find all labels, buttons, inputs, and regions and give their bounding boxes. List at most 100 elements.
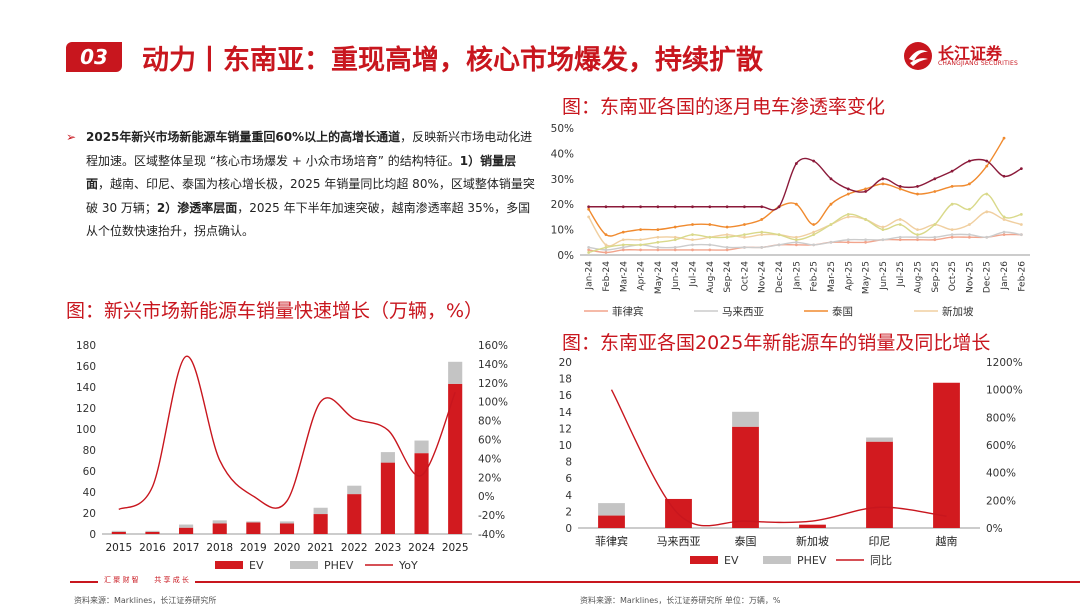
y-tick-label: 20 xyxy=(83,508,96,520)
series-point xyxy=(933,177,937,181)
series-point xyxy=(621,248,625,252)
x-tick-label: Jul-24 xyxy=(689,261,699,288)
series-point xyxy=(760,230,764,234)
x-category-label: 菲律宾 xyxy=(595,534,628,548)
x-category-label: 2025 xyxy=(442,542,469,554)
bar-phev xyxy=(380,452,395,463)
series-point xyxy=(881,177,885,181)
source-note-right: 资料来源：Marklines，长江证券研究所 单位：万辆，% xyxy=(580,596,781,605)
series-point xyxy=(950,169,954,173)
y-tick-label: 120 xyxy=(76,403,96,415)
y2-tick-label: 800% xyxy=(986,412,1016,424)
section-number-badge: 03 xyxy=(66,42,122,72)
bar-ev xyxy=(145,531,160,534)
series-point xyxy=(604,248,608,252)
x-category-label: 2021 xyxy=(307,542,334,554)
y2-tick-label: 0% xyxy=(478,491,495,503)
x-tick-label: Jun-25 xyxy=(879,261,889,291)
x-tick-label: Nov-25 xyxy=(965,261,975,293)
x-category-label: 2015 xyxy=(105,542,132,554)
series-point xyxy=(898,218,902,221)
chart-nev-sales-emerging-markets: 0 20 40 60 80 100 120 140 160 180 -40% -20% 0% 20% 40%… xyxy=(76,340,508,572)
series-point xyxy=(812,230,816,234)
series-point xyxy=(968,182,971,186)
bar-phev xyxy=(732,411,759,427)
bar-phev xyxy=(313,507,328,515)
series-point xyxy=(656,245,660,249)
series-point xyxy=(621,205,625,209)
x-tick-label: May-24 xyxy=(654,261,664,294)
series-point xyxy=(1002,233,1006,237)
bullet-bold-2: 2）渗透率层面 xyxy=(156,200,238,215)
y2-tick-label: 160% xyxy=(478,340,508,352)
footer-bar xyxy=(70,581,1080,583)
series-point xyxy=(708,235,712,239)
series-point xyxy=(794,162,798,165)
series-point xyxy=(1002,136,1006,140)
series-point xyxy=(656,235,660,239)
series-point xyxy=(829,202,833,206)
legend-swatch-ev xyxy=(690,556,718,564)
x-category-label: 2017 xyxy=(173,542,200,554)
series-point xyxy=(691,233,694,237)
series-point xyxy=(794,240,798,244)
bar-ev xyxy=(448,383,463,534)
series-point xyxy=(777,243,781,247)
series-point xyxy=(587,207,591,211)
series-point xyxy=(950,235,954,239)
legend-label-ev: EV xyxy=(724,554,739,567)
y2-tick-label: 20% xyxy=(478,472,501,484)
x-tick-label: Feb-26 xyxy=(1017,261,1027,292)
series-point xyxy=(846,192,850,196)
fig3-title: 图：东南亚各国2025年新能源车的销量及同比增长 xyxy=(562,332,991,354)
series-point xyxy=(587,245,591,249)
logo-name: 长江证券 xyxy=(938,44,1003,63)
series-point xyxy=(864,187,867,191)
y-tick-label: 20% xyxy=(551,199,574,211)
series-point xyxy=(881,228,885,231)
x-category-label: 2022 xyxy=(341,542,368,554)
x-category-label: 印尼 xyxy=(869,535,891,548)
series-point xyxy=(1002,215,1006,219)
series-point xyxy=(691,223,694,226)
logo-mark-icon xyxy=(904,42,932,70)
x-category-label: 泰国 xyxy=(735,534,757,548)
series-point xyxy=(933,238,937,242)
y2-tick-label: -40% xyxy=(478,529,505,541)
series-point xyxy=(604,245,608,249)
y-tick-label: 4 xyxy=(565,490,572,502)
company-logo: 长江证券 CHANGJIANG SECURITIES xyxy=(902,40,1032,74)
x-tick-label: Apr-24 xyxy=(637,261,647,291)
series-point xyxy=(621,243,625,247)
series-point xyxy=(846,240,850,244)
series-point xyxy=(1019,212,1023,216)
bar-ev xyxy=(799,524,826,528)
series-point xyxy=(639,243,642,247)
y-tick-label: 16 xyxy=(559,390,573,402)
bar-ev xyxy=(866,441,893,528)
y-tick-label: 8 xyxy=(565,457,572,469)
y-tick-label: 180 xyxy=(76,340,96,352)
series-point xyxy=(950,202,954,206)
series-point xyxy=(950,185,954,188)
x-category-label: 越南 xyxy=(936,534,958,548)
y-tick-label: 0% xyxy=(557,250,574,262)
legend-label: 泰国 xyxy=(832,305,853,318)
series-point xyxy=(725,233,729,237)
bar-ev xyxy=(279,523,295,534)
x-tick-label: Feb-25 xyxy=(810,261,820,292)
series-point xyxy=(898,187,902,191)
bullet-text-2: ，越南、印尼、泰国为核心增长极，2025 年销量同比均超 80%，区域整体销量突… xyxy=(86,177,535,215)
series-point xyxy=(760,218,764,221)
bar-phev xyxy=(179,524,194,528)
series-point xyxy=(760,205,764,209)
series-point xyxy=(881,182,885,186)
series-point xyxy=(673,245,677,249)
bar-phev xyxy=(414,440,429,454)
series-point xyxy=(864,238,867,242)
series-point xyxy=(916,233,919,237)
bar-ev xyxy=(313,514,328,534)
x-tick-label: Jan-24 xyxy=(585,261,595,291)
series-point xyxy=(673,238,677,242)
legend-label-yoy: 同比 xyxy=(870,554,892,567)
